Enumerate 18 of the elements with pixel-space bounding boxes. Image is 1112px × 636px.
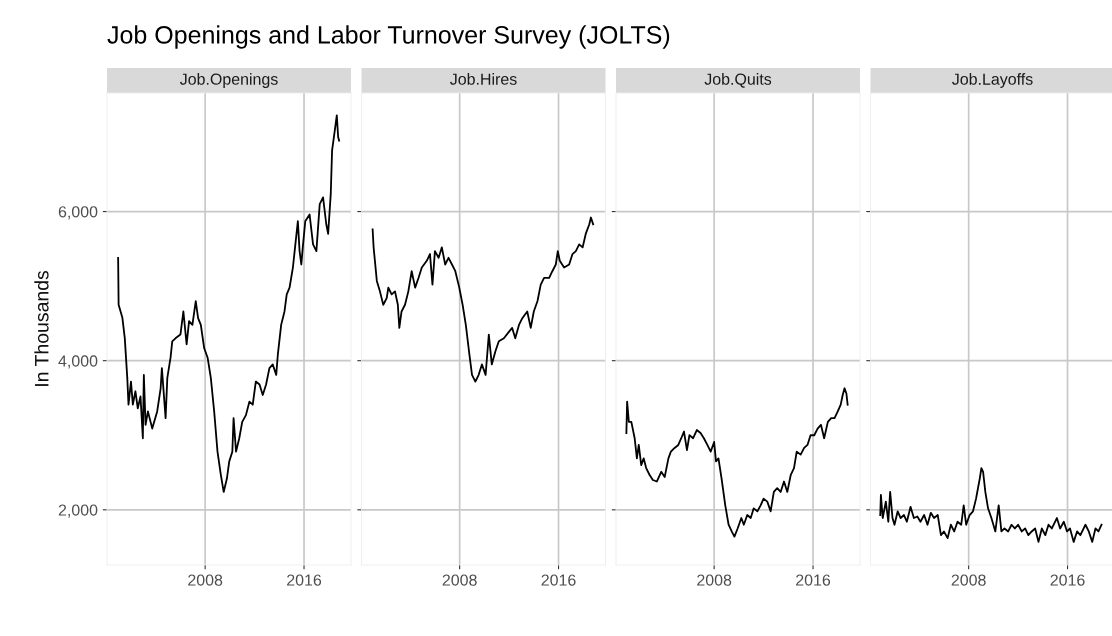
chart-subtitle: Job.Hires	[450, 73, 517, 85]
x-tick-label: 2008	[951, 574, 986, 586]
x-tick-label: 2008	[188, 574, 223, 586]
x-tick-label: 2016	[796, 574, 831, 586]
x-tick-label: 2016	[287, 574, 322, 586]
line-series	[117, 114, 341, 493]
x-tick-label: 2008	[442, 574, 477, 586]
chart-subtitle: Job.Quits	[704, 73, 772, 88]
y-tick-label: 4,000	[58, 355, 98, 369]
chart-subtitle: Job.Layoffs	[952, 73, 1033, 88]
y-tick-label: 6,000	[58, 206, 98, 220]
y-tick-label: 2,000	[58, 504, 98, 518]
x-tick-label: 2008	[697, 574, 732, 586]
chart-subtitle: Job.Openings	[179, 73, 278, 88]
y-axis-title: In Thousands	[34, 270, 49, 386]
x-tick-label: 2016	[1050, 574, 1085, 586]
chart-title: Job Openings and Labor Turnover Survey (JOLTS)	[107, 25, 670, 49]
x-tick-label: 2016	[541, 574, 576, 586]
